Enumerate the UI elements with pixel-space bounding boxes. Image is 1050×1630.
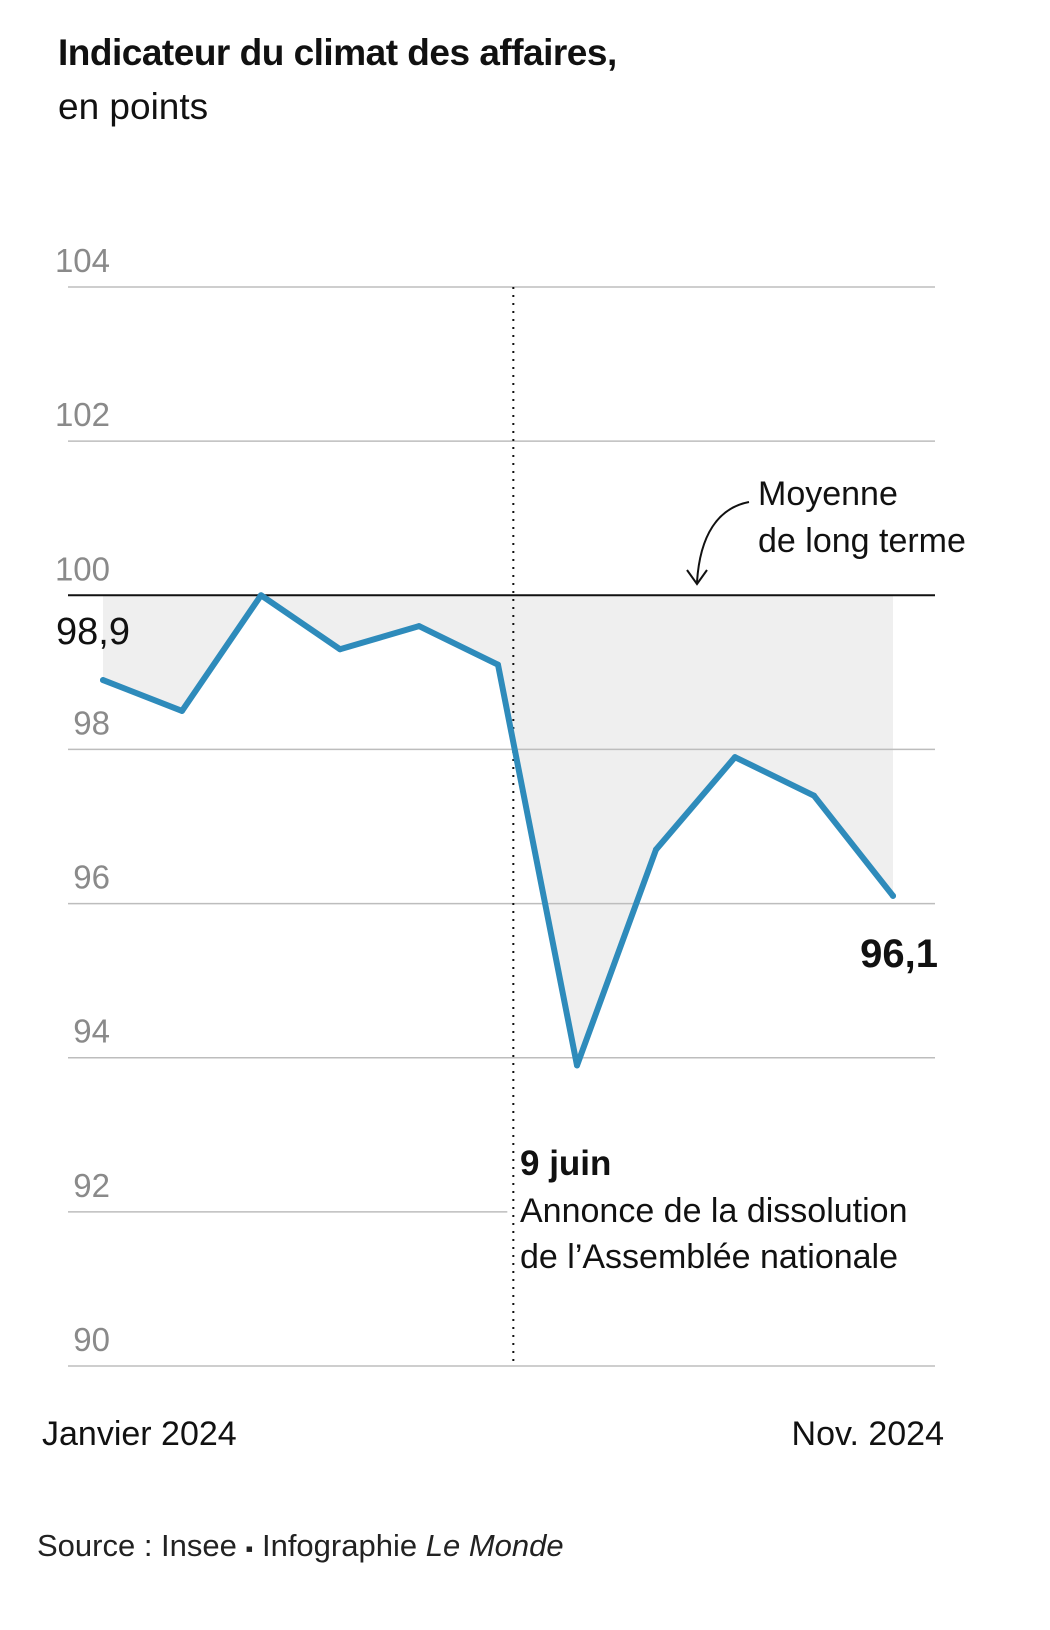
- y-tick-label: 90: [73, 1321, 110, 1358]
- data-point: [890, 892, 896, 899]
- y-tick-label: 100: [55, 550, 110, 587]
- data-point: [416, 623, 422, 630]
- data-point: [653, 846, 659, 853]
- x-axis-start-label: Janvier 2024: [42, 1415, 237, 1453]
- chart-title: Indicateur du climat des affaires,: [58, 32, 617, 73]
- source-credit: Source : Insee ▪ Infographie Le Monde: [37, 1528, 564, 1564]
- series-layer: [100, 592, 896, 1069]
- grid-layer: [68, 286, 935, 1367]
- y-tick-label: 92: [73, 1167, 110, 1204]
- data-point: [100, 677, 106, 684]
- last-value-label: 96,1: [860, 932, 938, 976]
- data-point: [179, 707, 185, 714]
- y-tick-label: 96: [73, 859, 110, 896]
- source-credit-label: Infographie: [261, 1528, 418, 1563]
- data-point: [337, 646, 343, 653]
- data-point: [495, 661, 501, 668]
- reference-label-line2: de long terme: [758, 522, 966, 560]
- first-value-label: 98,9: [56, 611, 130, 653]
- data-point: [732, 754, 738, 761]
- event-date-label: 9 juin: [520, 1144, 611, 1183]
- source-brand: Le Monde: [425, 1528, 564, 1563]
- event-label-line1: Annonce de la dissolution: [520, 1192, 908, 1230]
- y-tick-label: 102: [55, 396, 110, 433]
- y-tick-label: 98: [73, 704, 110, 741]
- x-axis-end-label: Nov. 2024: [792, 1415, 944, 1453]
- y-tick-label: 94: [73, 1013, 110, 1050]
- shaded-area-layer: [103, 595, 893, 1066]
- data-point: [811, 792, 817, 799]
- y-tick-label: 104: [55, 242, 110, 279]
- data-point: [574, 1062, 580, 1069]
- source-prefix: Source : Insee: [37, 1528, 237, 1563]
- event-label-line2: de l’Assemblée nationale: [520, 1238, 898, 1276]
- separator-square-icon: ▪: [245, 1536, 254, 1561]
- data-point: [258, 592, 264, 599]
- y-tick-label-layer: 90 92 94 96 98 100 102 104: [55, 242, 110, 1358]
- chart-subtitle: en points: [58, 86, 209, 127]
- reference-label-line1: Moyenne: [758, 475, 898, 513]
- curved-arrow-icon: [696, 501, 750, 583]
- arrow-head-icon: [686, 569, 708, 586]
- shaded-gap-area: [103, 595, 893, 1066]
